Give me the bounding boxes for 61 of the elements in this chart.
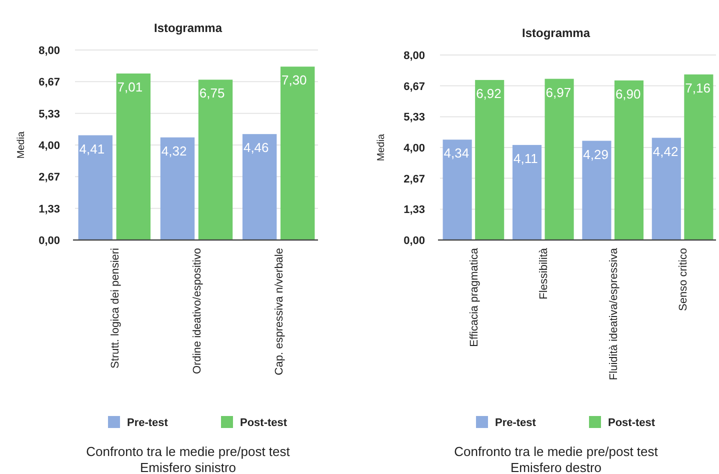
data-label: 6,97 [546, 84, 572, 100]
bar [512, 144, 542, 240]
bar [652, 138, 681, 240]
y-tick-label: 8,00 [404, 50, 425, 62]
text: Emisfero sinistro [140, 460, 236, 474]
legend-label: Post-test [240, 417, 288, 429]
text: Confronto tra le medie pre/post test [86, 444, 290, 459]
x-tick-label: Cap. espressiva n/verbale [274, 248, 286, 376]
y-tick-label: 4,00 [404, 142, 425, 154]
chart-title: Istogramma [522, 26, 590, 40]
y-tick-label: 5,33 [404, 112, 425, 124]
data-label: 7,16 [685, 80, 710, 96]
x-tick-label: Senso critico [678, 248, 690, 311]
data-label: 4,11 [513, 150, 538, 166]
legend-label: Pre-test [495, 417, 536, 429]
y-tick-label: 6,67 [404, 80, 425, 93]
x-tick-label: Ordine ideativo/espositivo [192, 248, 204, 374]
x-tick-label: Efficacia pragmatica [468, 247, 480, 347]
bar [442, 140, 472, 240]
y-tick-label: 1,33 [404, 204, 425, 216]
data-label: 4,46 [243, 140, 269, 156]
bar [475, 80, 504, 240]
bar [280, 66, 315, 240]
data-label: 6,75 [199, 86, 225, 101]
bar [198, 80, 233, 240]
x-tick-label: Flessibilità [538, 247, 550, 300]
bar [242, 134, 277, 240]
y-tick-label: 4,00 [38, 140, 60, 152]
data-label: 6,90 [615, 86, 641, 102]
y-tick-label: 5,33 [38, 108, 60, 120]
y-tick-label: 1,33 [38, 203, 60, 216]
data-label: 7,01 [117, 80, 143, 95]
chart-title: Istogramma [154, 21, 222, 35]
data-label: 4,32 [161, 143, 187, 158]
data-label: 4,34 [444, 146, 470, 161]
bar [116, 74, 151, 240]
bar [544, 78, 574, 240]
data-label: 6,92 [476, 86, 502, 101]
y-tick-label: 6,67 [38, 76, 60, 89]
y-tick-label: 0,00 [404, 235, 425, 247]
bar [684, 74, 714, 240]
legend-label: Post-test [608, 417, 656, 429]
y-axis-title: Media [16, 130, 27, 159]
legend-label: Pre-test [127, 417, 168, 429]
x-tick-label: Fluidità ideativa/espressiva [608, 247, 620, 380]
data-label: 4,29 [583, 146, 608, 162]
y-axis-title: Media [376, 133, 387, 162]
y-tick-label: 0,00 [38, 235, 60, 247]
text: Confronto tra le medie pre/post test [454, 444, 658, 459]
x-tick-label: Strutt. logica dei pensieri [109, 248, 122, 368]
text: Emisfero destro [510, 460, 602, 474]
bar [160, 137, 195, 240]
y-tick-label: 2,67 [404, 173, 425, 186]
bar [582, 140, 612, 240]
y-tick-label: 2,67 [38, 172, 60, 184]
data-label: 7,30 [281, 72, 307, 88]
bar [614, 80, 644, 240]
y-tick-label: 8,00 [38, 45, 60, 57]
bar [78, 135, 113, 240]
data-label: 4,42 [652, 144, 678, 159]
data-label: 4,41 [79, 141, 105, 156]
